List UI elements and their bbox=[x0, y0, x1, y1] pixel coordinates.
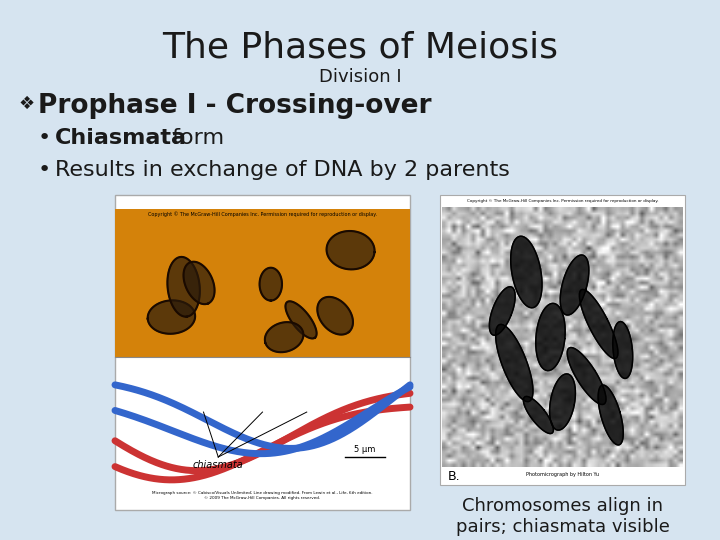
Polygon shape bbox=[510, 236, 542, 308]
Polygon shape bbox=[580, 289, 618, 359]
Polygon shape bbox=[265, 322, 303, 352]
Text: chiasmata: chiasmata bbox=[193, 460, 243, 470]
Polygon shape bbox=[184, 262, 215, 304]
Bar bbox=[115, 209, 410, 357]
Text: form: form bbox=[165, 128, 224, 148]
Text: B.: B. bbox=[448, 470, 461, 483]
Polygon shape bbox=[168, 257, 200, 316]
Text: Chromosomes align in
pairs; chiasmata visible: Chromosomes align in pairs; chiasmata vi… bbox=[456, 497, 670, 536]
Polygon shape bbox=[259, 268, 282, 301]
Polygon shape bbox=[598, 385, 624, 445]
Text: •: • bbox=[38, 160, 51, 180]
Polygon shape bbox=[327, 231, 374, 269]
Polygon shape bbox=[567, 348, 606, 404]
Polygon shape bbox=[285, 301, 317, 339]
Text: Copyright © The McGraw-Hill Companies Inc. Permission required for reproduction : Copyright © The McGraw-Hill Companies In… bbox=[467, 199, 658, 203]
Polygon shape bbox=[318, 297, 353, 335]
Polygon shape bbox=[495, 325, 533, 402]
Text: Results in exchange of DNA by 2 parents: Results in exchange of DNA by 2 parents bbox=[55, 160, 510, 180]
Polygon shape bbox=[523, 396, 554, 434]
Bar bbox=[442, 207, 683, 467]
Bar bbox=[440, 195, 685, 485]
Text: •: • bbox=[38, 128, 51, 148]
Bar bbox=[115, 195, 410, 510]
Polygon shape bbox=[549, 374, 575, 430]
Text: Prophase I - Crossing-over: Prophase I - Crossing-over bbox=[38, 93, 431, 119]
Polygon shape bbox=[148, 300, 195, 334]
Polygon shape bbox=[490, 287, 515, 335]
Bar bbox=[115, 357, 410, 524]
Text: The Phases of Meiosis: The Phases of Meiosis bbox=[162, 30, 558, 64]
Text: Division I: Division I bbox=[319, 68, 401, 86]
Polygon shape bbox=[536, 303, 565, 370]
Text: Photomicrograph by Hilton Yu: Photomicrograph by Hilton Yu bbox=[526, 472, 599, 477]
Text: 5 μm: 5 μm bbox=[354, 445, 376, 454]
Text: Copyright © The McGraw-Hill Companies Inc. Permission required for reproduction : Copyright © The McGraw-Hill Companies In… bbox=[148, 211, 377, 217]
Text: ❖: ❖ bbox=[18, 95, 34, 113]
Text: Micrograph source: © Cabisco/Visuals Unlimited; Line drawing modified. From Lewi: Micrograph source: © Cabisco/Visuals Unl… bbox=[152, 491, 373, 500]
Text: Chiasmata: Chiasmata bbox=[55, 128, 187, 148]
Polygon shape bbox=[613, 321, 633, 379]
Polygon shape bbox=[560, 255, 589, 315]
